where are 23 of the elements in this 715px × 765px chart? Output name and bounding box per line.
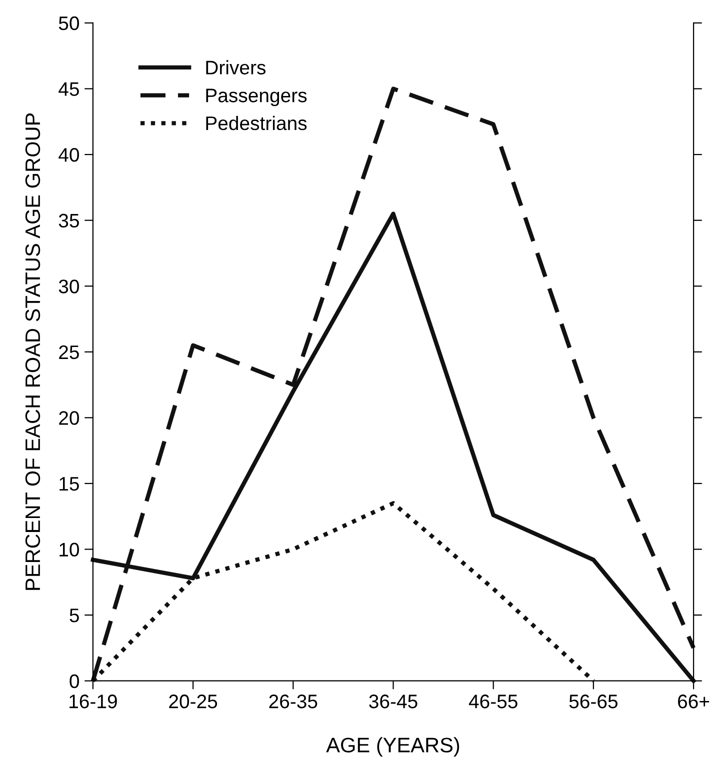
y-tick-label: 45 (58, 82, 79, 96)
y-tick-label: 50 (58, 16, 79, 30)
x-tick-label: 26-35 (269, 694, 318, 708)
y-tick-label: 5 (70, 608, 79, 622)
y-tick-label: 20 (59, 411, 79, 425)
x-tick-label: 16-19 (70, 694, 117, 708)
legend-label: Drivers (206, 60, 266, 74)
y-tick-label: 35 (58, 214, 79, 228)
y-tick-label: 25 (59, 345, 79, 360)
y-axis-title: PERCENT OF EACH ROAD STATUS AGE GROUP (25, 113, 40, 590)
y-tick-label: 10 (60, 542, 79, 557)
x-tick-label: 66+ (678, 694, 710, 708)
legend-label: Passengers (206, 88, 307, 106)
x-tick-label: 36-45 (369, 694, 418, 708)
y-tick-label: 0 (70, 674, 79, 688)
legend-label: Pedestrians (206, 116, 307, 130)
y-tick-label: 40 (58, 148, 79, 162)
x-tick-label: 20-25 (169, 694, 218, 708)
x-tick-label: 56-65 (569, 694, 618, 708)
x-axis-title: AGE (YEARS) (326, 737, 460, 757)
x-tick-label: 46-55 (468, 694, 518, 708)
y-tick-label: 15 (60, 477, 79, 491)
y-tick-label: 30 (58, 280, 79, 294)
